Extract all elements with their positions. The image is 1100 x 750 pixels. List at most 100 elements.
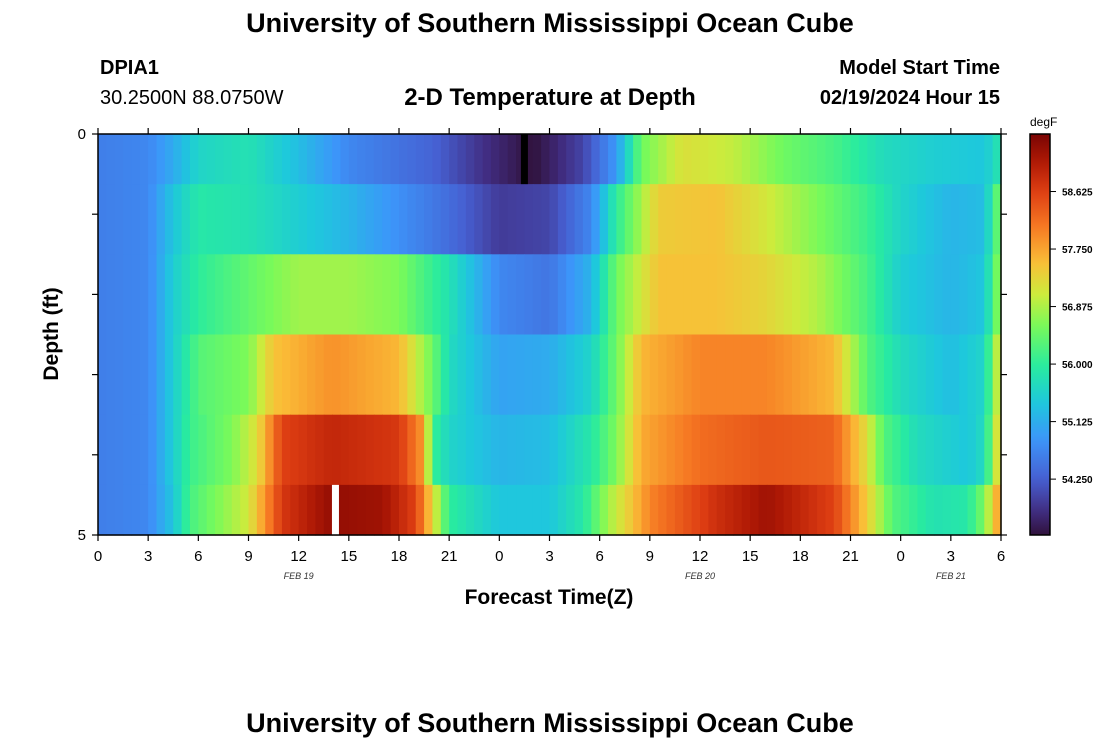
heatmap-cell xyxy=(591,134,601,185)
heatmap-cell xyxy=(842,254,852,336)
y-tick-label: 5 xyxy=(78,527,86,544)
heatmap-cell xyxy=(582,484,592,536)
heatmap-cell xyxy=(967,184,977,255)
heatmap-cell xyxy=(624,184,634,255)
heatmap-cell xyxy=(683,184,693,255)
heatmap-cell xyxy=(766,134,776,185)
heatmap-cell xyxy=(574,134,584,185)
x-tick-label: 12 xyxy=(290,548,307,565)
heatmap-cell xyxy=(883,184,893,255)
heatmap-cell xyxy=(399,184,408,255)
heatmap-cell xyxy=(616,484,626,536)
heatmap-cell xyxy=(231,134,241,185)
heatmap-cell xyxy=(106,484,116,536)
heatmap-cell xyxy=(917,134,927,185)
heatmap-cell xyxy=(248,334,258,416)
x-tick-label: 15 xyxy=(340,548,357,565)
heatmap-cell xyxy=(992,484,1002,536)
heatmap-cell xyxy=(842,484,852,536)
heatmap-cell xyxy=(365,254,375,336)
heatmap-cell xyxy=(984,484,994,536)
heatmap-cell xyxy=(725,334,735,416)
heatmap-cell xyxy=(106,414,116,486)
heatmap-cell xyxy=(783,414,793,486)
heatmap-cell xyxy=(148,414,158,486)
heatmap-cell xyxy=(281,254,291,336)
heatmap-cell xyxy=(348,414,358,486)
heatmap-cell xyxy=(156,334,166,416)
x-tick-label: 18 xyxy=(792,548,809,565)
heatmap-cell xyxy=(582,134,592,185)
x-tick-label: 21 xyxy=(441,548,458,565)
heatmap-cell xyxy=(624,414,634,486)
heatmap-cell xyxy=(741,484,751,536)
heatmap-cell xyxy=(156,254,166,336)
heatmap-cell xyxy=(98,134,107,185)
heatmap-cell xyxy=(474,134,484,185)
colorbar-tick-label: 54.250 xyxy=(1062,475,1093,486)
heatmap-marker xyxy=(520,134,528,185)
heatmap-cell xyxy=(273,334,283,416)
heatmap-cell xyxy=(858,484,868,536)
heatmap-cell xyxy=(332,184,342,255)
heatmap-cell xyxy=(256,184,266,255)
heatmap-cell xyxy=(867,184,877,255)
heatmap-cell xyxy=(365,134,375,185)
heatmap-cell xyxy=(507,484,517,536)
heatmap-cell xyxy=(407,334,417,416)
heatmap-cell xyxy=(164,484,174,536)
heatmap-cell xyxy=(465,334,475,416)
heatmap-cell xyxy=(516,334,526,416)
heatmap-cell xyxy=(608,254,617,336)
heatmap-cell xyxy=(290,414,300,486)
heatmap-cell xyxy=(256,134,266,185)
heatmap-cell xyxy=(825,484,835,536)
heatmap-cell xyxy=(424,134,434,185)
heatmap-cell xyxy=(332,254,342,336)
heatmap-cell xyxy=(909,484,918,536)
heatmap-cell xyxy=(557,484,567,536)
heatmap-cell xyxy=(139,334,149,416)
heatmap-cell xyxy=(741,184,751,255)
x-tick-label: 0 xyxy=(896,548,904,565)
heatmap-cell xyxy=(817,254,827,336)
heatmap-cell xyxy=(524,484,534,536)
heatmap-cell xyxy=(833,334,843,416)
heatmap-cell xyxy=(741,334,751,416)
heatmap-cell xyxy=(256,254,266,336)
heatmap-cell xyxy=(850,484,860,536)
heatmap-cell xyxy=(365,484,375,536)
heatmap-cell xyxy=(415,484,425,536)
heatmap-cell xyxy=(641,254,651,336)
heatmap-cell xyxy=(390,254,400,336)
heatmap-cell xyxy=(883,414,893,486)
heatmap-cell xyxy=(867,414,877,486)
heatmap-cell xyxy=(524,184,534,255)
colorbar-tick-label: 55.125 xyxy=(1062,418,1093,429)
heatmap-cell xyxy=(131,484,141,536)
heatmap-cell xyxy=(482,254,492,336)
heatmap-cell xyxy=(858,254,868,336)
heatmap-cell xyxy=(340,484,350,536)
heatmap-cell xyxy=(390,414,400,486)
heatmap-cell xyxy=(733,184,743,255)
heatmap-cell xyxy=(231,334,241,416)
heatmap-cell xyxy=(256,334,266,416)
heatmap-cell xyxy=(633,184,643,255)
heatmap-cell xyxy=(808,184,818,255)
heatmap-cell xyxy=(925,254,935,336)
colorbar-tick-label: 56.000 xyxy=(1062,360,1093,371)
heatmap-cell xyxy=(633,254,643,336)
heatmap-cell xyxy=(566,334,576,416)
heatmap-cell xyxy=(507,414,517,486)
heatmap-cell xyxy=(800,254,810,336)
heatmap-cell xyxy=(265,334,275,416)
heatmap-cell xyxy=(875,484,885,536)
heatmap-cell xyxy=(440,134,450,185)
heatmap-cell xyxy=(407,134,417,185)
heatmap-cell xyxy=(658,334,668,416)
heatmap-cell xyxy=(106,254,116,336)
heatmap-cell xyxy=(340,254,350,336)
heatmap-cell xyxy=(399,334,408,416)
heatmap-cell xyxy=(716,414,726,486)
